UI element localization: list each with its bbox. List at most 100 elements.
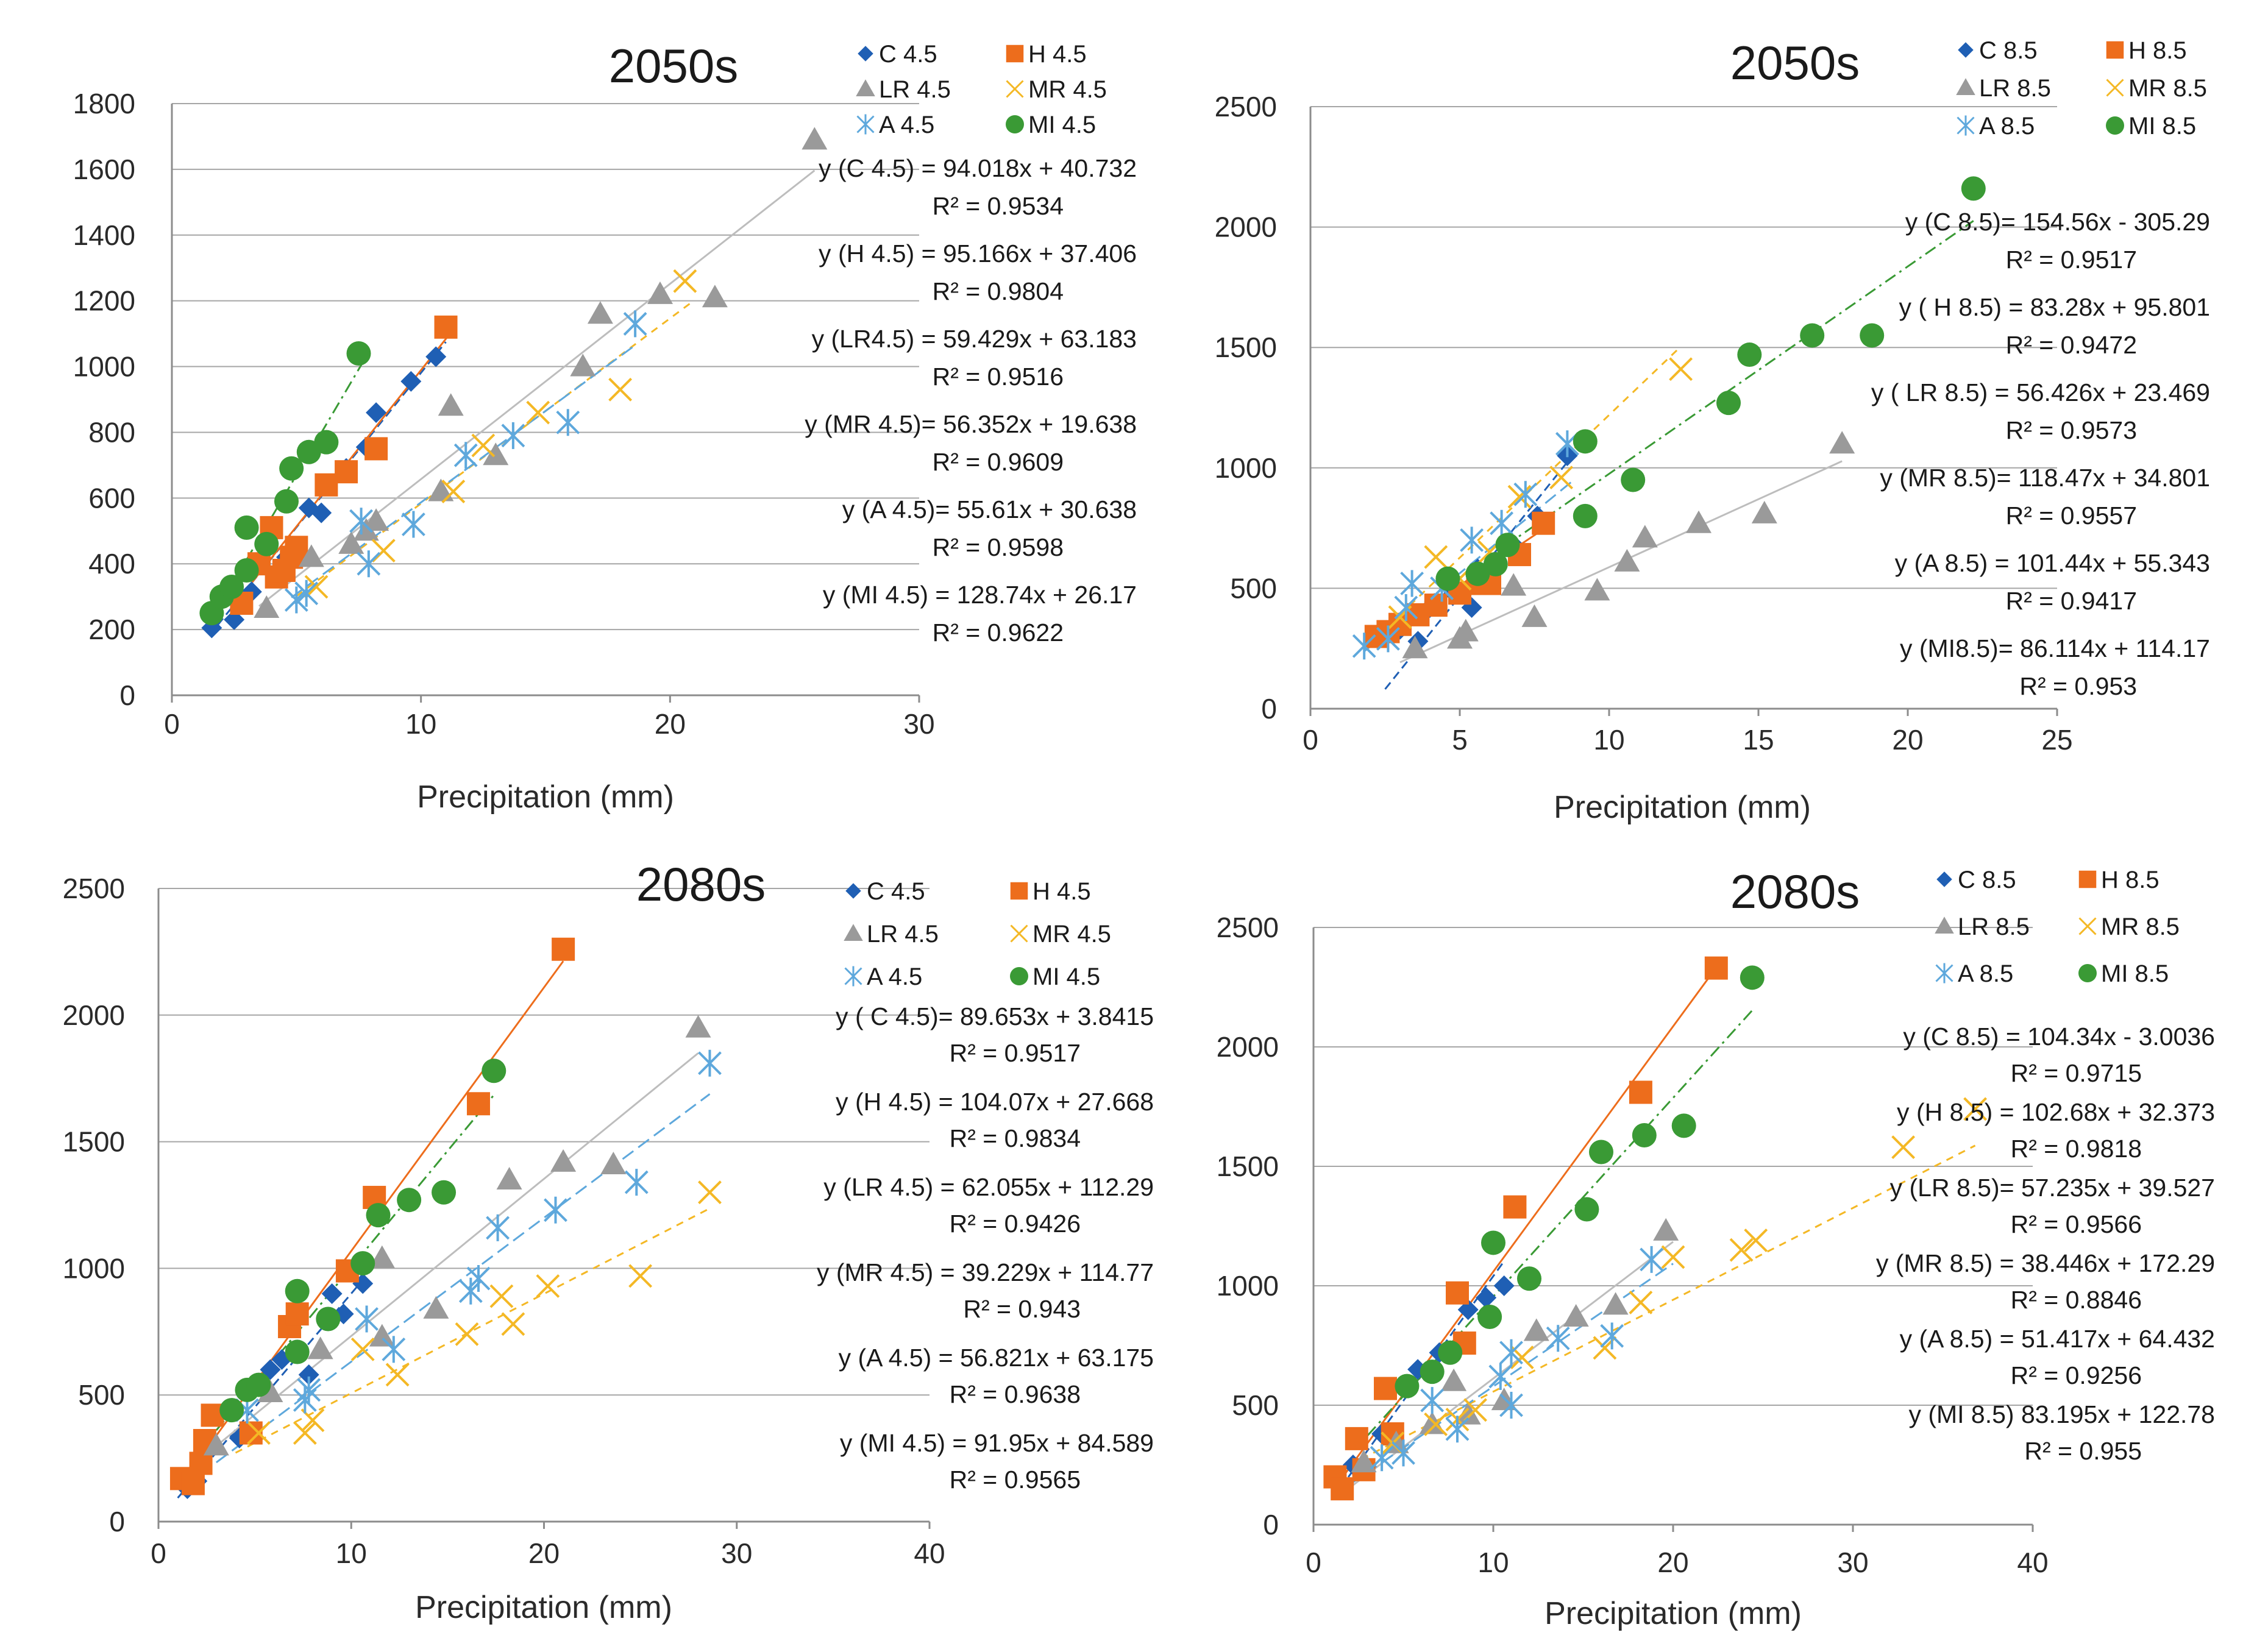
data-point-mi-4.5	[254, 532, 279, 556]
legend-label: C 8.5	[1958, 867, 2016, 893]
legend-marker-mi-4.5	[1006, 115, 1024, 133]
y-tick-label: 500	[1232, 1389, 1279, 1421]
r-squared-label: R² = 0.9622	[933, 619, 1064, 647]
y-tick-label: 1600	[73, 154, 135, 185]
data-point-lr-4.5	[369, 1324, 395, 1347]
data-point-h-4.5	[364, 437, 388, 460]
x-tick-label: 20	[1657, 1547, 1688, 1578]
data-point-a-4.5	[624, 310, 646, 337]
y-tick-label: 1500	[63, 1126, 125, 1158]
regression-equation: y (A 4.5) = 56.821x + 63.175	[839, 1344, 1154, 1372]
data-point-mi-8.5	[1420, 1360, 1445, 1384]
y-tick-label: 2500	[63, 873, 125, 904]
figure-canvas: 0200400600800100012001400160018000 10 20 30…	[0, 0, 2243, 1652]
y-tick-label: 2000	[1215, 211, 1277, 243]
chart-panel-2050s-rcp45: 0 200 400 600 800 1000 1200 1400 1600 1800 0 10 20 30…	[73, 39, 1137, 815]
legend-label: MI 4.5	[1028, 112, 1096, 138]
data-point-lr-4.5	[423, 1296, 449, 1319]
data-point-a-8.5	[1491, 510, 1513, 537]
chart-title: 2080s	[1730, 865, 1860, 918]
legend-label: MI 8.5	[2101, 960, 2169, 987]
data-point-lr-8.5	[1653, 1218, 1679, 1241]
regression-equation: y (H 4.5) = 104.07x + 27.668	[836, 1088, 1154, 1116]
data-point-mi-8.5	[1737, 342, 1761, 367]
data-point-mi-8.5	[1573, 504, 1598, 528]
legend-label: A 8.5	[1979, 113, 2035, 140]
y-tick-label: 2500	[1215, 91, 1277, 122]
legend-marker-mi-4.5	[1010, 967, 1028, 985]
chart-panel-2080s-rcp85: 0 500 1000 1500 2000 2500 0 10 20 30 40 2080s Precip…	[1217, 865, 2215, 1631]
y-tick-label: 500	[1230, 572, 1277, 604]
data-point-lr-8.5	[1453, 619, 1479, 642]
regression-equation: y (MI 4.5) = 91.95x + 84.589	[840, 1429, 1154, 1457]
data-point-mi-8.5	[1574, 1197, 1599, 1222]
legend-marker-mr-4.5	[1007, 81, 1023, 97]
data-point-lr-8.5	[1501, 573, 1526, 595]
x-tick-label: 30	[721, 1537, 752, 1569]
x-tick-label: 20	[1892, 724, 1923, 756]
y-tick-label: 1500	[1215, 331, 1277, 363]
data-point-mr-4.5	[386, 1364, 408, 1386]
regression-equation: y ( LR 8.5) = 56.426x + 23.469	[1871, 378, 2210, 406]
y-tick-label: 600	[88, 482, 135, 514]
regression-equation: y (MR 8.5) = 38.446x + 172.29	[1876, 1249, 2215, 1277]
data-point-mr-4.5	[456, 1323, 478, 1345]
data-point-h-4.5	[286, 1302, 309, 1325]
data-point-a-8.5	[1401, 570, 1423, 597]
data-point-a-4.5	[698, 1050, 720, 1077]
data-point-mi-4.5	[274, 489, 299, 514]
y-tick-label: 2500	[1217, 912, 1279, 943]
data-point-mi-8.5	[1589, 1140, 1613, 1164]
regression-equation: y (C 4.5) = 94.018x + 40.732	[819, 154, 1137, 182]
data-point-lr-4.5	[702, 285, 728, 307]
data-point-mi-8.5	[1481, 1230, 1505, 1255]
regression-equation: y ( C 4.5)= 89.653x + 3.8415	[836, 1002, 1154, 1030]
x-tick-label: 0	[1303, 724, 1318, 756]
data-point-lr-4.5	[570, 354, 595, 377]
data-point-mi-4.5	[235, 516, 259, 540]
legend-label: C 8.5	[1979, 37, 2038, 64]
y-tick-label: 1000	[63, 1252, 125, 1284]
r-squared-label: R² = 0.9417	[2006, 587, 2137, 615]
data-point-h-4.5	[285, 536, 308, 559]
legend-label: A 4.5	[867, 963, 922, 990]
data-point-lr-4.5	[438, 393, 464, 416]
x-axis-title: Precipitation (mm)	[417, 779, 674, 815]
x-tick-label: 5	[1452, 724, 1468, 756]
y-tick-label: 0	[119, 679, 135, 711]
data-point-h-4.5	[315, 473, 338, 497]
data-point-lr-8.5	[1829, 431, 1855, 453]
data-point-lr-8.5	[1441, 1369, 1466, 1391]
data-point-mi-8.5	[1672, 1113, 1696, 1138]
data-point-a-4.5	[544, 1197, 566, 1224]
data-point-h-4.5	[335, 460, 358, 483]
r-squared-label: R² = 0.9598	[933, 533, 1064, 561]
r-squared-label: R² = 0.9472	[2006, 331, 2137, 359]
data-point-mi-8.5	[1395, 1374, 1419, 1399]
r-squared-label: R² = 0.9609	[933, 448, 1064, 476]
data-point-h-4.5	[552, 938, 575, 961]
legend-label: MR 4.5	[1033, 921, 1111, 948]
data-point-a-8.5	[1446, 1416, 1468, 1442]
data-point-mr-4.5	[352, 1338, 374, 1360]
legend-marker-a-8.5	[1958, 116, 1974, 136]
data-point-mi-8.5	[1632, 1123, 1657, 1147]
y-tick-label: 1800	[73, 88, 135, 119]
y-tick-label: 2000	[63, 999, 125, 1031]
legend-marker-mr-4.5	[1011, 926, 1028, 942]
x-axis-title: Precipitation (mm)	[415, 1590, 672, 1625]
r-squared-label: R² = 0.9557	[2006, 502, 2137, 530]
r-squared-label: R² = 0.9638	[950, 1380, 1081, 1408]
r-squared-label: R² = 0.9517	[950, 1039, 1081, 1067]
trendline-lr-4.5	[259, 171, 814, 606]
data-point-lr-8.5	[1522, 604, 1548, 627]
legend-label: H 4.5	[1028, 41, 1087, 68]
regression-equation: y (LR 8.5)= 57.235x + 39.527	[1890, 1174, 2215, 1202]
legend-label: C 4.5	[879, 41, 937, 68]
data-point-mi-8.5	[1961, 176, 1986, 200]
r-squared-label: R² = 0.9715	[2011, 1059, 2142, 1087]
data-point-mr-8.5	[1551, 467, 1573, 489]
r-squared-label: R² = 0.9573	[2006, 416, 2137, 444]
r-squared-label: R² = 0.9565	[950, 1466, 1081, 1494]
data-point-lr-8.5	[1563, 1304, 1589, 1327]
